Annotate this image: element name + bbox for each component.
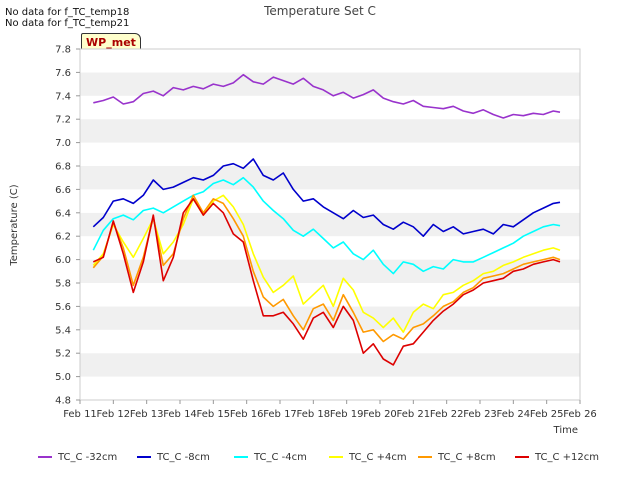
legend-item-3: TC_C +4cm [329, 452, 407, 463]
legend-item-4: TC_C +8cm [418, 452, 496, 463]
y-tick-label: 5.6 [55, 302, 71, 313]
no-data-note-1: No data for f_TC_temp18 [5, 7, 130, 18]
y-tick-label: 6.0 [55, 255, 71, 266]
grid-band [80, 142, 580, 166]
series-line-0 [93, 73, 561, 119]
x-tick-label: Feb 19 [330, 409, 364, 420]
x-tick-label: Feb 11 [63, 409, 97, 420]
legend-swatch [38, 456, 52, 458]
series-line-2 [92, 176, 561, 275]
grid-band [80, 166, 580, 190]
legend-swatch [137, 456, 151, 458]
grid-band [80, 353, 580, 377]
x-tick-label: Feb 26 [563, 409, 597, 420]
y-tick-label: 5.8 [55, 279, 71, 290]
y-tick-label: 5.0 [55, 372, 71, 383]
legend-swatch [515, 456, 529, 458]
x-axis-label: Time [553, 425, 578, 436]
grid-bands [80, 49, 580, 400]
legend: TC_C -32cm TC_C -8cm TC_C -4cm TC_C +4cm TC_… [0, 452, 640, 470]
grid-band [80, 95, 580, 120]
x-tick-label: Feb 18 [297, 409, 331, 420]
legend-item-0: TC_C -32cm [38, 452, 117, 463]
x-tick-label: Feb 24 [497, 409, 531, 420]
series-line-1 [92, 158, 561, 237]
series-line-5 [92, 198, 561, 366]
grid-band [80, 376, 580, 400]
axes-group: 4.8 5.0 5.2 5.4 5.6 5.8 6.0 6.2 6.4 6.6 6.8 7.0 7.2 7… [9, 45, 597, 437]
grid-band [80, 212, 580, 237]
x-tick-label: Feb 20 [363, 409, 397, 420]
y-tick-label: 7.0 [55, 138, 71, 149]
series-line-3 [92, 194, 561, 333]
legend-label: TC_C -8cm [157, 452, 210, 463]
y-axis-label: Temperature (C) [9, 184, 20, 266]
plot-frame [79, 48, 581, 401]
legend-swatch [234, 456, 248, 458]
x-tick-label: Feb 23 [463, 409, 497, 420]
y-tick-label: 4.8 [55, 396, 71, 407]
grid-band [80, 283, 580, 307]
legend-swatch [418, 456, 432, 458]
grid-band [80, 329, 580, 354]
chart-title: Temperature Set C [264, 4, 376, 18]
no-data-note-2: No data for f_TC_temp21 [5, 18, 130, 29]
y-tick-label: 6.8 [55, 162, 71, 173]
y-tick-label: 6.6 [55, 185, 71, 196]
legend-label: TC_C -32cm [58, 452, 118, 463]
y-tick-label: 7.4 [55, 91, 71, 102]
x-tick-label: Feb 12 [97, 409, 131, 420]
series-line-4 [92, 194, 561, 343]
legend-swatch [329, 456, 343, 458]
x-tick-label: Feb 15 [197, 409, 231, 420]
grid-band [80, 49, 580, 73]
y-tick-label: 7.6 [55, 68, 71, 79]
legend-item-1: TC_C -8cm [137, 452, 210, 463]
legend-label: TC_C +4cm [349, 452, 407, 463]
y-tick-label: 5.4 [55, 325, 71, 336]
grid-band [80, 259, 580, 283]
grid-band [80, 306, 580, 330]
legend-item-2: TC_C -4cm [234, 452, 307, 463]
x-tick-label: Feb 17 [263, 409, 297, 420]
legend-item-5: TC_C +12cm [515, 452, 599, 463]
y-tick-label: 6.4 [55, 208, 71, 219]
grid-band [80, 189, 580, 213]
legend-label: TC_C +8cm [438, 452, 496, 463]
y-tick-label: 5.2 [55, 349, 71, 360]
site-badge: WP_met [81, 33, 141, 50]
x-tick-label: Feb 22 [430, 409, 464, 420]
y-tick-label: 7.2 [55, 115, 71, 126]
grid-band [80, 236, 580, 260]
series-group [92, 73, 561, 366]
legend-label: TC_C -4cm [254, 452, 307, 463]
x-tick-label: Feb 21 [397, 409, 431, 420]
grid-band [80, 72, 580, 96]
grid-band [80, 119, 580, 143]
y-tick-label: 6.2 [55, 232, 71, 243]
legend-label: TC_C +12cm [535, 452, 600, 463]
x-tick-label: Feb 16 [230, 409, 264, 420]
x-tick-label: Feb 14 [163, 409, 197, 420]
y-tick-label: 7.8 [55, 45, 71, 56]
x-tick-label: Feb 25 [530, 409, 564, 420]
x-tick-label: Feb 13 [130, 409, 164, 420]
